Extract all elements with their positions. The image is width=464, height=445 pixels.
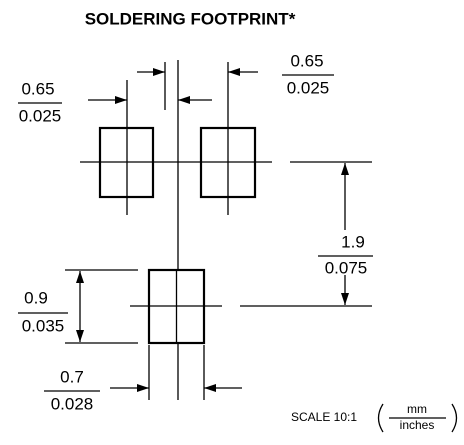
- dim-inches: 0.028: [51, 394, 94, 413]
- dim-row-spacing: 1.9 0.075: [318, 232, 373, 277]
- scale-label: SCALE 10:1: [291, 410, 357, 424]
- dim-inches: 0.025: [287, 78, 330, 97]
- pad-crosshairs: [100, 128, 255, 343]
- units-top: mm: [407, 402, 427, 416]
- dim-pad-length: 0.9 0.035: [18, 288, 68, 335]
- dim-inches: 0.075: [325, 258, 368, 277]
- dim-mm: 0.65: [290, 51, 323, 70]
- dim-inches: 0.025: [19, 106, 62, 125]
- dim-pitch-right: 0.65 0.025: [282, 51, 334, 97]
- dim-pitch-left: 0.65 0.025: [18, 79, 62, 125]
- title: SOLDERING FOOTPRINT*: [85, 9, 296, 28]
- dim-inches: 0.035: [22, 316, 65, 335]
- dim-pad-width: 0.7 0.028: [44, 367, 100, 413]
- dim-mm: 0.7: [60, 367, 84, 386]
- dim-mm: 1.9: [341, 232, 365, 251]
- dim-mm: 0.65: [21, 79, 54, 98]
- center-lines: [65, 60, 372, 400]
- dimension-arrows: [76, 68, 349, 392]
- dim-mm: 0.9: [24, 288, 48, 307]
- units-legend: mm inches: [377, 402, 458, 433]
- units-bottom: inches: [400, 418, 435, 432]
